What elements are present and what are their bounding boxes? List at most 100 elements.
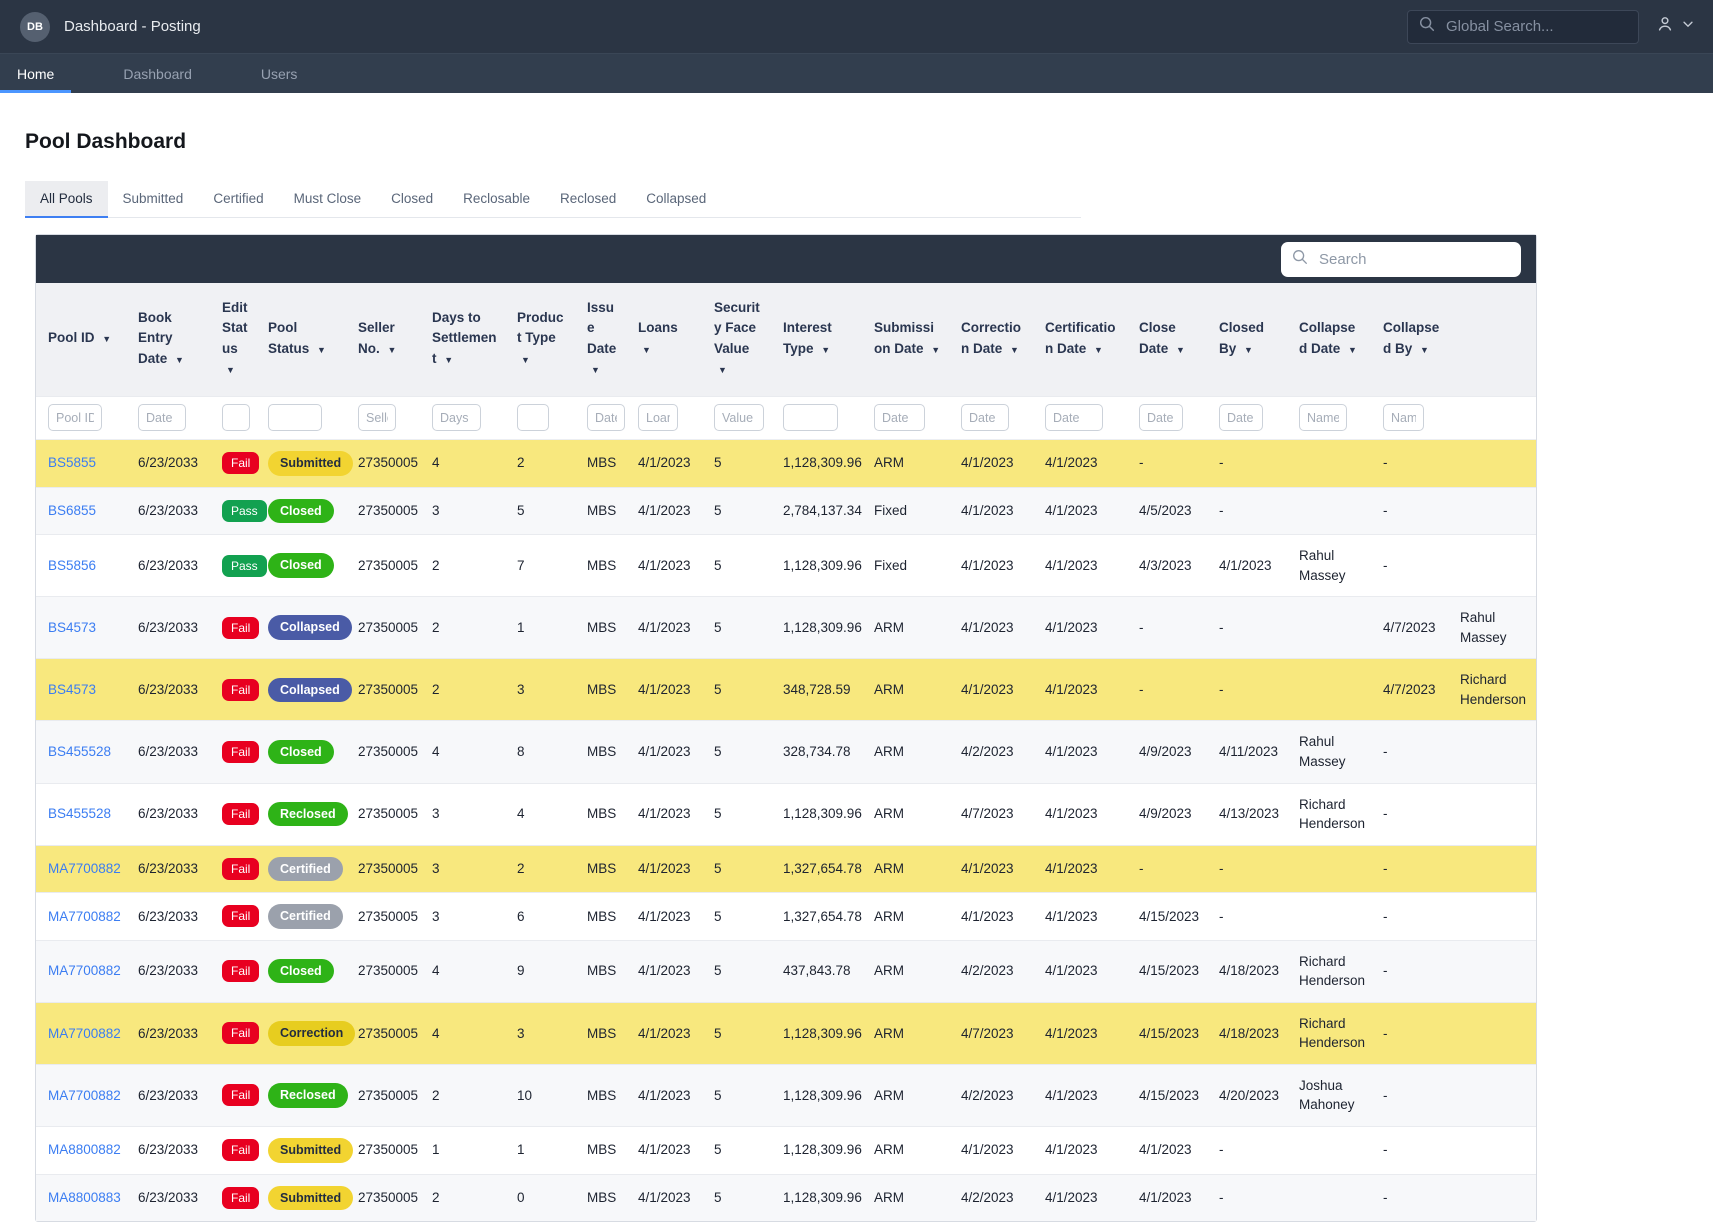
cell-interest_type: 1,128,309.96 — [771, 440, 862, 488]
global-search-input[interactable] — [1444, 17, 1628, 36]
column-header-pool_id[interactable]: Pool ID ▼ — [36, 283, 126, 397]
filter-input-close_date[interactable] — [1139, 404, 1183, 431]
cell-close_date: 4/3/2023 — [1127, 535, 1207, 597]
column-header-collapsed_date[interactable]: Collapsed Date ▼ — [1287, 283, 1371, 397]
cell-interest_type: 1,327,654.78 — [771, 893, 862, 941]
cell-days_to_settlement: 3 — [420, 783, 505, 845]
filter-input-submission_date[interactable] — [874, 404, 925, 431]
cell-collapsed_date — [1287, 1127, 1371, 1175]
edit-status-badge: Fail — [222, 803, 259, 825]
column-header-correction_date[interactable]: Correction Date ▼ — [949, 283, 1033, 397]
cell-closed_by: 4/20/2023 — [1207, 1064, 1287, 1126]
column-label: Loans — [638, 320, 678, 335]
pool-id-link[interactable]: BS455528 — [48, 806, 111, 821]
pool-id-link[interactable]: BS5855 — [48, 455, 96, 470]
tab-all-pools[interactable]: All Pools — [25, 181, 108, 217]
filter-cell-interest_type — [771, 397, 862, 440]
column-label: Collapsed By — [1383, 320, 1439, 355]
cell-closed_by: - — [1207, 487, 1287, 535]
filter-input-book_entry_date[interactable] — [138, 404, 186, 431]
global-search[interactable] — [1407, 10, 1639, 44]
cell-overflow — [1448, 893, 1536, 941]
cell-interest_type: 437,843.78 — [771, 940, 862, 1002]
filter-input-seller_no[interactable] — [358, 404, 396, 431]
cell-collapsed_date — [1287, 1174, 1371, 1221]
filter-input-edit_status[interactable] — [222, 404, 250, 431]
table-search[interactable] — [1281, 242, 1521, 277]
cell-closed_by: 4/18/2023 — [1207, 1002, 1287, 1064]
cell-days_to_settlement: 2 — [420, 597, 505, 659]
cell-correction_date: 4/1/2023 — [949, 893, 1033, 941]
column-header-seller_no[interactable]: Seller No. ▼ — [346, 283, 420, 397]
nav-item-home[interactable]: Home — [0, 54, 71, 93]
tab-reclosable[interactable]: Reclosable — [448, 181, 545, 217]
nav-item-dashboard[interactable]: Dashboard — [106, 54, 209, 93]
tab-submitted[interactable]: Submitted — [108, 181, 199, 217]
pool-id-link[interactable]: MA8800883 — [48, 1190, 121, 1205]
user-icon[interactable] — [1655, 14, 1675, 39]
tab-reclosed[interactable]: Reclosed — [545, 181, 631, 217]
cell-product_type: 2 — [505, 440, 575, 488]
cell-security_face_value: 5 — [702, 440, 771, 488]
sort-icon: ▼ — [102, 334, 111, 344]
tab-collapsed[interactable]: Collapsed — [631, 181, 721, 217]
pool-id-link[interactable]: BS4573 — [48, 682, 96, 697]
column-header-product_type[interactable]: Product Type ▼ — [505, 283, 575, 397]
cell-product_type: 9 — [505, 940, 575, 1002]
tab-certified[interactable]: Certified — [198, 181, 278, 217]
column-header-close_date[interactable]: Close Date ▼ — [1127, 283, 1207, 397]
filter-input-collapsed_by[interactable] — [1383, 404, 1424, 431]
cell-correction_date: 4/2/2023 — [949, 721, 1033, 783]
filter-input-days_to_settlement[interactable] — [432, 404, 481, 431]
column-header-edit_status[interactable]: Edit Status ▼ — [210, 283, 256, 397]
column-header-submission_date[interactable]: Submission Date ▼ — [862, 283, 949, 397]
column-header-certification_date[interactable]: Certification Date ▼ — [1033, 283, 1127, 397]
filter-input-product_type[interactable] — [517, 404, 549, 431]
column-header-days_to_settlement[interactable]: Days to Settlement ▼ — [420, 283, 505, 397]
cell-pool_id: MA7700882 — [36, 1064, 126, 1126]
pool-id-link[interactable]: BS6855 — [48, 503, 96, 518]
pool-id-link[interactable]: MA7700882 — [48, 1026, 121, 1041]
cell-certification_date: 4/1/2023 — [1033, 535, 1127, 597]
column-header-pool_status[interactable]: Pool Status ▼ — [256, 283, 346, 397]
pool-id-link[interactable]: BS455528 — [48, 744, 111, 759]
column-header-interest_type[interactable]: Interest Type ▼ — [771, 283, 862, 397]
column-header-issue_date[interactable]: Issue Date ▼ — [575, 283, 626, 397]
table-search-input[interactable] — [1317, 250, 1511, 269]
filter-input-loans[interactable] — [638, 404, 678, 431]
column-header-loans[interactable]: Loans ▼ — [626, 283, 702, 397]
cell-pool_status: Closed — [256, 721, 346, 783]
edit-status-badge: Fail — [222, 1022, 259, 1044]
filter-input-certification_date[interactable] — [1045, 404, 1103, 431]
column-header-security_face_value[interactable]: Security Face Value ▼ — [702, 283, 771, 397]
pool-id-link[interactable]: MA7700882 — [48, 909, 121, 924]
filter-input-issue_date[interactable] — [587, 404, 625, 431]
column-header-closed_by[interactable]: Closed By ▼ — [1207, 283, 1287, 397]
cell-security_face_value: 5 — [702, 1002, 771, 1064]
cell-pool_id: MA7700882 — [36, 1002, 126, 1064]
cell-collapsed_date: Rahul Massey — [1287, 535, 1371, 597]
column-header-book_entry_date[interactable]: Book Entry Date ▼ — [126, 283, 210, 397]
filter-input-security_face_value[interactable] — [714, 404, 764, 431]
filter-input-closed_by[interactable] — [1219, 404, 1263, 431]
tab-must-close[interactable]: Must Close — [279, 181, 377, 217]
sort-icon: ▼ — [521, 355, 530, 365]
pool-id-link[interactable]: MA7700882 — [48, 963, 121, 978]
cell-security_face_value: 5 — [702, 1127, 771, 1175]
pool-id-link[interactable]: BS4573 — [48, 620, 96, 635]
nav-item-users[interactable]: Users — [244, 54, 315, 93]
tab-closed[interactable]: Closed — [376, 181, 448, 217]
filter-input-correction_date[interactable] — [961, 404, 1009, 431]
filter-input-collapsed_date[interactable] — [1299, 404, 1347, 431]
filter-input-interest_type[interactable] — [783, 404, 838, 431]
column-label: Edit Status — [222, 300, 248, 356]
cell-seller_no: 27350005 — [346, 1002, 420, 1064]
pool-id-link[interactable]: BS5856 — [48, 558, 96, 573]
filter-input-pool_id[interactable] — [48, 404, 102, 431]
cell-close_date: - — [1127, 845, 1207, 893]
pool-id-link[interactable]: MA7700882 — [48, 861, 121, 876]
filter-input-pool_status[interactable] — [268, 404, 322, 431]
pool-id-link[interactable]: MA7700882 — [48, 1088, 121, 1103]
column-header-collapsed_by[interactable]: Collapsed By ▼ — [1371, 283, 1448, 397]
chevron-down-icon[interactable] — [1681, 17, 1695, 36]
